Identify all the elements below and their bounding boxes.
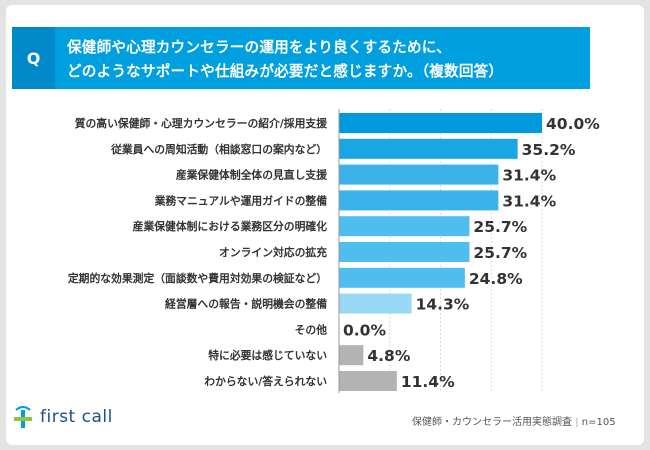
value-label: 14.3% [416, 296, 470, 314]
bar [339, 113, 542, 133]
category-label: オンライン対応の拡充 [219, 245, 327, 259]
category-label: 特に必要は感じていない [208, 348, 327, 362]
category-label: 経営層への報告・説明機会の整備 [165, 297, 327, 311]
bar [339, 138, 518, 159]
question-header [12, 27, 590, 89]
sample-size: n=105 [581, 417, 616, 428]
category-label: その他 [295, 322, 328, 336]
value-label: 4.8% [367, 347, 410, 365]
bar [339, 164, 499, 185]
bar [339, 293, 412, 314]
bar [339, 216, 470, 237]
value-label: 25.7% [473, 244, 527, 262]
question-line-2: どのようなサポートや仕組みが必要だと感じますか。（複数回答） [67, 63, 504, 80]
bar [339, 190, 499, 211]
bar [339, 371, 397, 391]
value-label: 31.4% [502, 167, 556, 185]
category-label: 従業員への周知活動（相談窓口の案内など） [110, 142, 327, 156]
value-label: 35.2% [522, 141, 576, 159]
footer-separator: | [575, 417, 579, 428]
brand-logo: first call [12, 404, 113, 430]
category-label: 業務マニュアルや運用ガイドの整備 [154, 193, 328, 207]
footer-note: 保健師・カウンセラー活用実態調査 | n=105 [412, 413, 616, 428]
brand-name: first call [40, 407, 113, 427]
bar [339, 345, 364, 366]
question-line-1: 保健師や心理カウンセラーの運用をより良くするために、 [67, 39, 451, 56]
value-label: 24.8% [469, 270, 523, 288]
question-badge: Q [12, 27, 55, 89]
bar [339, 267, 465, 288]
category-label: 産業保健体制全体の見直し支援 [176, 168, 327, 182]
value-label: 40.0% [546, 115, 600, 133]
plus-icon [14, 405, 32, 428]
category-label: 定期的な効果測定（面談数や費用対効果の検証など） [68, 271, 327, 285]
value-label: 25.7% [473, 218, 527, 236]
category-label: わからない/答えられない [204, 374, 327, 388]
value-label: 11.4% [401, 373, 455, 391]
survey-name: 保健師・カウンセラー活用実態調査 [412, 417, 572, 428]
category-label: 産業保健体制における業務区分の明確化 [133, 219, 328, 233]
category-label: 質の高い保健師・心理カウンセラーの紹介/採用支援 [75, 116, 327, 130]
value-label: 0.0% [343, 321, 386, 339]
value-label: 31.4% [502, 192, 556, 210]
bar [339, 242, 470, 262]
